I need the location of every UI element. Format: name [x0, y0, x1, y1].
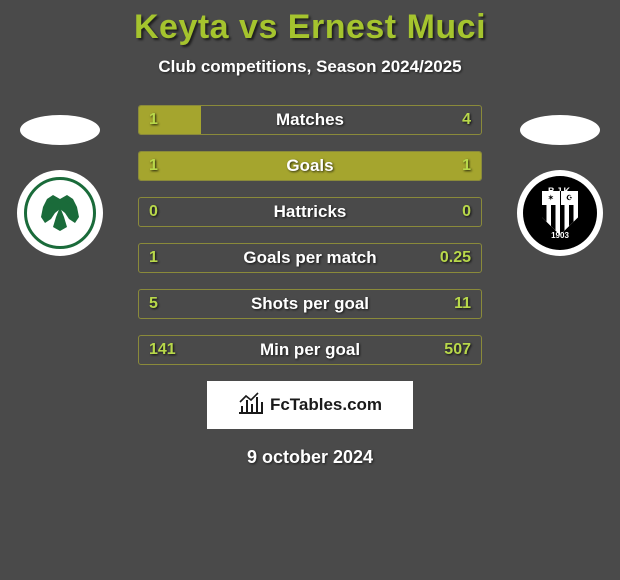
- page-title: Keyta vs Ernest Muci: [0, 8, 620, 47]
- besiktas-badge-disc: BJK ✶ ☪ 1903: [523, 176, 597, 250]
- bar-label: Min per goal: [139, 336, 481, 364]
- date-text: 9 october 2024: [0, 447, 620, 468]
- player-avatar-right: [520, 115, 600, 145]
- bar-row: 14Matches: [138, 105, 482, 135]
- bar-label: Goals per match: [139, 244, 481, 272]
- club-badge-left: [17, 170, 103, 256]
- bar-row: 141507Min per goal: [138, 335, 482, 365]
- bar-label: Goals: [139, 152, 481, 180]
- bar-label: Matches: [139, 106, 481, 134]
- bar-label: Hattricks: [139, 198, 481, 226]
- club-badge-right: BJK ✶ ☪ 1903: [517, 170, 603, 256]
- bar-label: Shots per goal: [139, 290, 481, 318]
- bar-row: 00Hattricks: [138, 197, 482, 227]
- double-eagle-icon: [33, 193, 87, 233]
- konyaspor-badge-ring: [24, 177, 96, 249]
- shield-flag-right: ☪: [561, 191, 579, 205]
- besiktas-shield-icon: ✶ ☪: [542, 191, 578, 235]
- player-avatar-left: [20, 115, 100, 145]
- subtitle: Club competitions, Season 2024/2025: [0, 57, 620, 77]
- comparison-infographic: Keyta vs Ernest Muci Club competitions, …: [0, 0, 620, 580]
- bar-row: 11Goals: [138, 151, 482, 181]
- shield-flag-left: ✶: [542, 191, 561, 205]
- bar-row: 10.25Goals per match: [138, 243, 482, 273]
- bar-row: 511Shots per goal: [138, 289, 482, 319]
- brand-text: FcTables.com: [270, 395, 382, 415]
- main-area: BJK ✶ ☪ 1903 14Matches 11Goals 00Hattricks…: [0, 105, 620, 365]
- besiktas-year: 1903: [523, 231, 597, 240]
- brand-chart-icon: [238, 392, 264, 419]
- brand-badge: FcTables.com: [207, 381, 413, 429]
- comparison-bars: 14Matches 11Goals 00Hattricks 10.25Goals pe…: [138, 105, 482, 365]
